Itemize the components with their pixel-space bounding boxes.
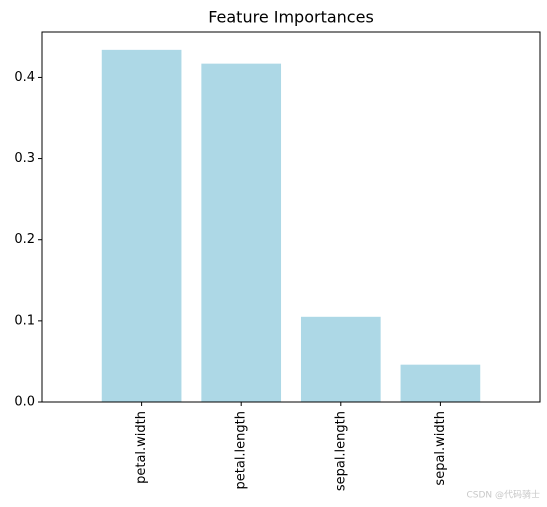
bar: [201, 63, 282, 402]
y-tick-label: 0.1: [14, 313, 35, 328]
x-tick-label: sepal.length: [333, 411, 348, 491]
plot-frame: [41, 31, 541, 403]
x-tick-label: petal.width: [134, 411, 149, 484]
y-tick-label: 0.0: [14, 395, 35, 410]
watermark: CSDN @代码骑士: [466, 489, 540, 501]
x-tick-label: sepal.width: [433, 411, 448, 486]
bar: [300, 316, 381, 402]
bar: [101, 49, 182, 402]
x-tick-label: petal.length: [234, 411, 249, 490]
y-tick-label: 0.3: [14, 151, 35, 166]
y-tick-label: 0.4: [14, 70, 35, 85]
chart-title: Feature Importances: [208, 8, 374, 27]
y-tick-label: 0.2: [14, 232, 35, 247]
bar: [400, 364, 481, 402]
